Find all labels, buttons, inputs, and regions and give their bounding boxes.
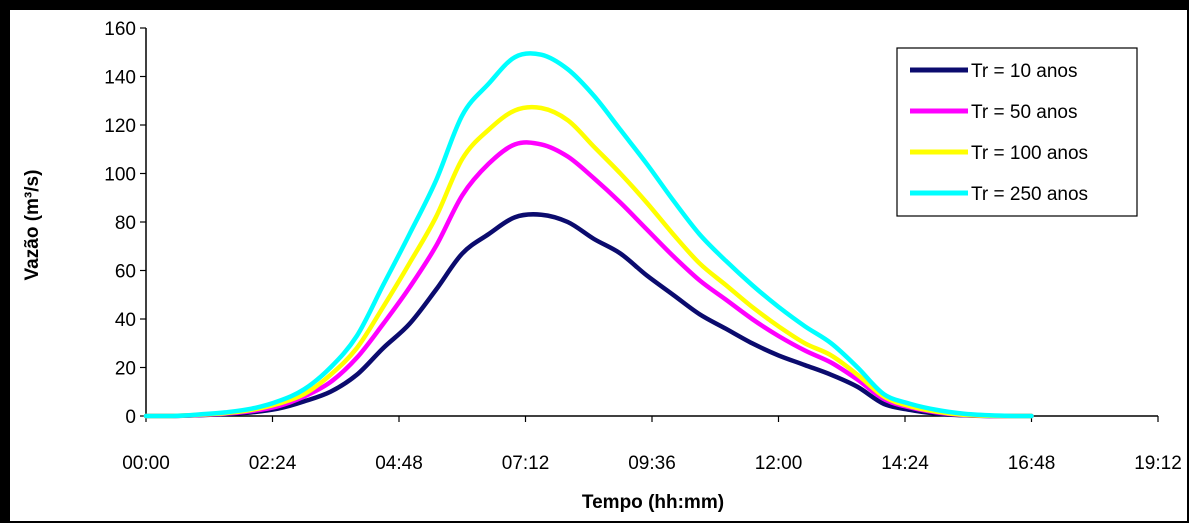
- y-tick-label: 100: [104, 165, 136, 186]
- y-tick-label: 160: [104, 19, 136, 40]
- legend-label-4: Tr = 250 anos: [971, 184, 1088, 205]
- y-tick-label: 0: [125, 407, 136, 428]
- x-tick-label: 12:00: [755, 453, 803, 474]
- y-tick-label: 60: [115, 262, 136, 283]
- x-tick-label: 09:36: [628, 453, 676, 474]
- x-axis-title: Tempo (hh:mm): [582, 492, 724, 513]
- x-tick-label: 00:00: [122, 453, 170, 474]
- y-tick-label: 80: [115, 213, 136, 234]
- legend-label-2: Tr = 50 anos: [971, 102, 1078, 123]
- y-tick-label: 20: [115, 359, 136, 380]
- x-tick-label: 19:12: [1134, 453, 1182, 474]
- series-line-1: [143, 212, 1034, 419]
- y-tick-label: 40: [115, 310, 136, 331]
- x-tick-label: 07:12: [502, 453, 550, 474]
- legend: Tr = 10 anos Tr = 50 anos Tr = 100 anos Tr …: [896, 47, 1138, 217]
- y-tick-label: 140: [104, 68, 136, 89]
- legend-label-3: Tr = 100 anos: [971, 143, 1088, 164]
- legend-box: [896, 47, 1138, 217]
- x-tick-label: 02:24: [249, 453, 297, 474]
- legend-label-1: Tr = 10 anos: [971, 61, 1078, 82]
- axes: 0 20 40 60 80 100 120 140 160 00:00 02:24 04:48 07:1…: [104, 19, 1181, 474]
- y-tick-label: 120: [104, 116, 136, 137]
- x-tick-label: 14:24: [881, 453, 929, 474]
- series-line-4: [143, 51, 1034, 419]
- x-tick-label: 04:48: [375, 453, 423, 474]
- series-lines: [143, 51, 1034, 419]
- x-tick-label: 16:48: [1008, 453, 1056, 474]
- y-axis-title: Vazão (m³/s): [22, 170, 43, 281]
